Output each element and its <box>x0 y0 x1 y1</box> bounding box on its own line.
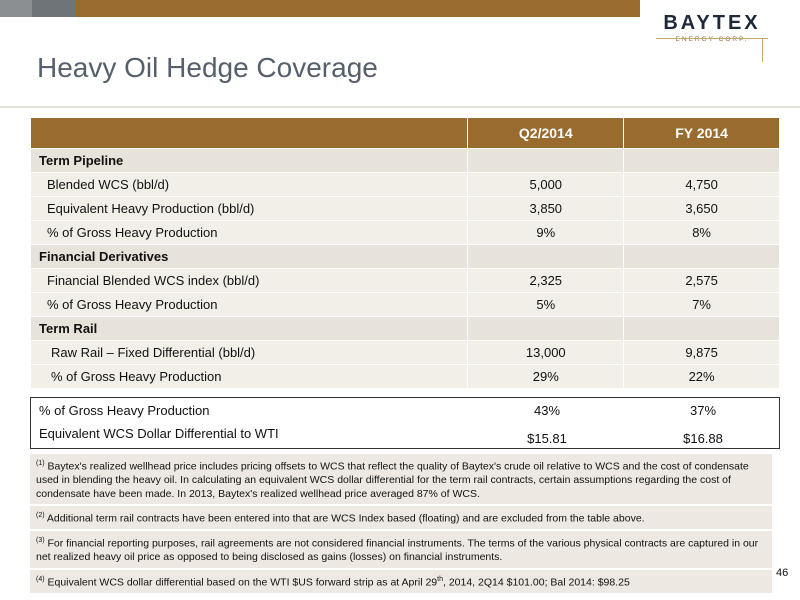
fy-value <box>623 244 780 269</box>
row-label: Blended WCS (bbl/d) <box>29 172 469 197</box>
footnote-mark: (4) <box>36 575 45 583</box>
row-label: Raw Rail – Fixed Differential (bbl/d) <box>29 340 469 365</box>
table-row: Term Pipeline <box>29 148 780 173</box>
table-row: Term Rail <box>29 316 780 341</box>
row-label: Financial Blended WCS index (bbl/d) <box>29 268 469 293</box>
band-segment-gray <box>0 0 32 17</box>
fy-value: 22% <box>623 364 780 389</box>
footnote-1: (1) Baytex's realized wellhead price inc… <box>30 454 772 504</box>
q2-value: 5,000 <box>467 172 625 197</box>
footnote-mark: (1) <box>36 460 45 467</box>
title-divider <box>0 106 800 108</box>
summary-fy-value: 37% <box>689 403 717 418</box>
row-label: % of Gross Heavy Production <box>29 220 469 245</box>
table-row: % of Gross Heavy Production 9% 8% <box>29 220 780 245</box>
q2-value: 13,000 <box>467 340 625 365</box>
q2-value: 9% <box>467 220 625 245</box>
top-color-band <box>0 0 640 17</box>
summary-q2-value: $15.81 <box>527 431 567 446</box>
page-number: 46 <box>776 567 789 579</box>
q2-value: 3,850 <box>467 196 625 221</box>
table-header-row: Q2/2014 FY 2014 <box>29 117 780 149</box>
table-row: Financial Blended WCS index (bbl/d) 2,32… <box>29 268 780 293</box>
fy-value: 9,875 <box>623 340 780 365</box>
slide-title: Heavy Oil Hedge Coverage <box>37 52 378 83</box>
row-label: Equivalent Heavy Production (bbl/d) <box>29 196 469 221</box>
footnote-4: (4) Equivalent WCS dollar differential b… <box>30 569 772 593</box>
footnote-text: For financial reporting purposes, rail a… <box>36 537 759 564</box>
footnotes: (1) Baytex's realized wellhead price inc… <box>30 454 772 595</box>
header-blank <box>29 117 469 149</box>
footnote-3: (3) For financial reporting purposes, ra… <box>30 531 772 568</box>
summary-row-gross-heavy: % of Gross Heavy Production 43% 37% <box>31 403 779 423</box>
row-label: % of Gross Heavy Production <box>29 364 469 389</box>
fy-value: 4,750 <box>623 172 780 197</box>
table-row: Financial Derivatives <box>29 244 780 269</box>
footnote-text: Equivalent WCS dollar differential based… <box>44 576 438 588</box>
summary-label: Equivalent WCS Dollar Differential to WT… <box>39 426 279 441</box>
q2-value: 2,325 <box>467 268 625 293</box>
summary-label: % of Gross Heavy Production <box>39 403 210 418</box>
ordinal-suffix: th <box>437 575 443 583</box>
table-row: % of Gross Heavy Production 29% 22% <box>29 364 780 389</box>
logo-wordmark: BAYTEX <box>663 12 761 34</box>
logo-rule <box>656 38 768 39</box>
footnote-mark: (2) <box>36 512 45 519</box>
section-label: Term Pipeline <box>29 148 469 173</box>
q2-value <box>467 316 625 341</box>
fy-value <box>623 316 780 341</box>
summary-q2-value: 43% <box>533 403 561 418</box>
hedge-coverage-table: Q2/2014 FY 2014 Term Pipeline Blended WC… <box>29 117 780 389</box>
table-row: Raw Rail – Fixed Differential (bbl/d) 13… <box>29 340 780 365</box>
logo-subtitle: ENERGY CORP. <box>675 36 749 43</box>
table-row: % of Gross Heavy Production 5% 7% <box>29 292 780 317</box>
summary-box: % of Gross Heavy Production 43% 37% Equi… <box>30 397 780 449</box>
baytex-logo: BAYTEX ENERGY CORP. <box>652 12 772 62</box>
band-segment-dark-gray <box>32 0 76 17</box>
logo-vertical-rule <box>762 38 763 62</box>
header-q2-2014: Q2/2014 <box>467 117 625 149</box>
table-row: Equivalent Heavy Production (bbl/d) 3,85… <box>29 196 780 221</box>
footnote-text: Additional term rail contracts have been… <box>44 512 645 525</box>
fy-value: 3,650 <box>623 196 780 221</box>
summary-fy-value: $16.88 <box>683 431 723 446</box>
q2-value <box>467 148 625 173</box>
fy-value: 7% <box>623 292 780 317</box>
q2-value <box>467 244 625 269</box>
table-row: Blended WCS (bbl/d) 5,000 4,750 <box>29 172 780 197</box>
fy-value: 8% <box>623 220 780 245</box>
footnote-text: Baytex's realized wellhead price include… <box>36 460 749 500</box>
row-label: % of Gross Heavy Production <box>29 292 469 317</box>
section-label: Financial Derivatives <box>29 244 469 269</box>
footnote-2: (2) Additional term rail contracts have … <box>30 506 772 529</box>
summary-row-wcs-differential: Equivalent WCS Dollar Differential to WT… <box>31 426 779 446</box>
header-fy-2014: FY 2014 <box>623 117 780 149</box>
footnote-text-cont: , 2014, 2Q14 $101.00; Bal 2014: $98.25 <box>442 576 630 588</box>
q2-value: 5% <box>467 292 625 317</box>
q2-value: 29% <box>467 364 625 389</box>
fy-value: 2,575 <box>623 268 780 293</box>
section-label: Term Rail <box>29 316 469 341</box>
footnote-mark: (3) <box>36 537 45 544</box>
fy-value <box>623 148 780 173</box>
